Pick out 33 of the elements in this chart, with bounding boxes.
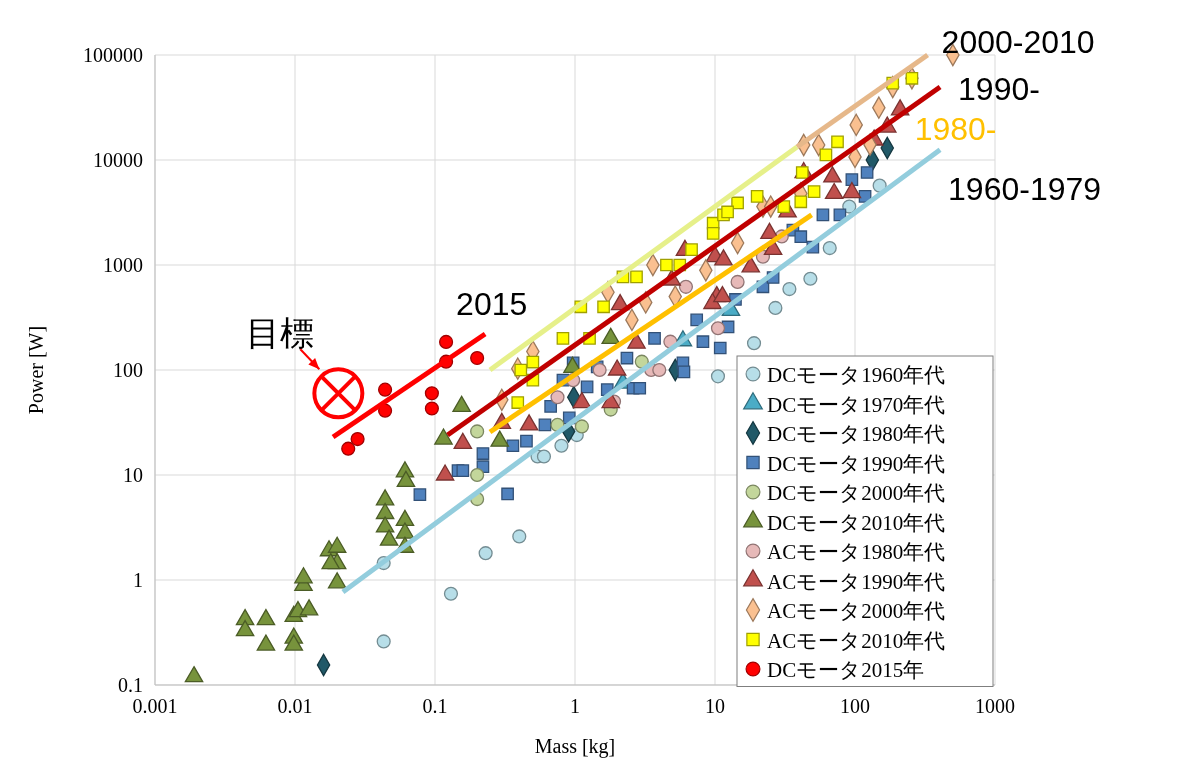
y-tick-label: 10 [123, 464, 143, 486]
legend-label: DCモータ1990年代 [767, 451, 946, 476]
series-label: 1960-1979 [948, 170, 1102, 207]
y-tick-label: 100000 [83, 44, 143, 66]
y-tick-label: 1 [133, 569, 143, 591]
x-tick-label: 0.001 [132, 695, 178, 717]
x-tick-label: 10 [705, 695, 725, 717]
legend-label: DCモータ1970年代 [767, 392, 946, 417]
legend-label: ACモータ1980年代 [767, 540, 946, 564]
y-tick-label: 100 [113, 359, 143, 381]
x-tick-label: 1 [570, 695, 580, 717]
y-tick-label: 10000 [93, 149, 143, 171]
y-axis-title: Power [W] [25, 325, 47, 415]
x-tick-label: 1000 [975, 695, 1015, 717]
y-tick-label: 1000 [103, 254, 143, 276]
series-label: 1990- [958, 70, 1040, 107]
legend-label: DCモータ2000年代 [767, 481, 946, 505]
x-tick-label: 0.01 [277, 695, 313, 717]
x-tick-label: 0.1 [422, 695, 448, 717]
legend-label: ACモータ1990年代 [767, 569, 946, 594]
legend-label: DCモータ1980年代 [767, 422, 946, 446]
legend-label: DCモータ1960年代 [767, 363, 946, 387]
x-axis-title: Mass [kg] [534, 735, 616, 758]
series-label: 2015 [456, 286, 528, 323]
text: 1980- [914, 110, 997, 147]
annotation: 目標 [246, 314, 315, 353]
legend-label: DCモータ2015年 [767, 658, 925, 682]
legend-label: ACモータ2000年代 [767, 599, 946, 623]
legend-label: DCモータ2010年代 [767, 510, 946, 535]
x-tick-label: 100 [840, 695, 870, 717]
series-label: 2000-2010 [941, 24, 1095, 60]
legend-label: ACモータ2010年代 [767, 628, 946, 653]
y-tick-label: 0.1 [118, 674, 143, 696]
